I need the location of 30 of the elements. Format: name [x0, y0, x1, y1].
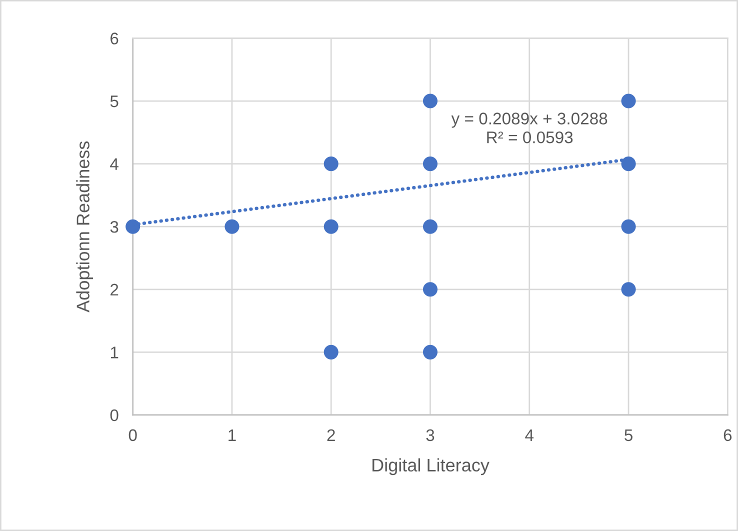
point: [422, 94, 438, 108]
point: [621, 219, 636, 234]
point: [422, 282, 438, 297]
x-axis-title: Digital Literacy: [372, 458, 490, 476]
point: [324, 344, 338, 360]
x-tick-label: 0: [128, 429, 137, 442]
x-tick-label: 3: [426, 429, 434, 442]
x-tick-label: 2: [327, 429, 335, 441]
y-axis-title: Adoptionn Readiness: [76, 141, 94, 312]
annotation: y = 0.2089x + 3.0288: [451, 112, 608, 128]
point: [324, 156, 338, 172]
point: [621, 282, 636, 297]
x-tick-label: 6: [724, 429, 732, 442]
x-tick-label: 1: [228, 429, 236, 441]
point: [324, 219, 338, 234]
y-tick-label: 6: [110, 32, 118, 44]
x-tick-label: 4: [525, 429, 534, 441]
point: [224, 219, 240, 234]
point: [621, 94, 636, 108]
point: [422, 219, 438, 234]
y-tick-label: 5: [110, 96, 118, 108]
annotation: R² = 0.0593: [487, 131, 573, 144]
y-tick-label: 0: [110, 409, 118, 422]
y-tick-label: 4: [110, 158, 118, 170]
y-tick-label: 3: [110, 221, 118, 233]
x-tick-label: 5: [624, 429, 632, 442]
y-tick-label: 2: [110, 284, 118, 296]
y-tick-label: 1: [110, 346, 118, 358]
point: [422, 344, 438, 360]
point: [422, 156, 438, 172]
